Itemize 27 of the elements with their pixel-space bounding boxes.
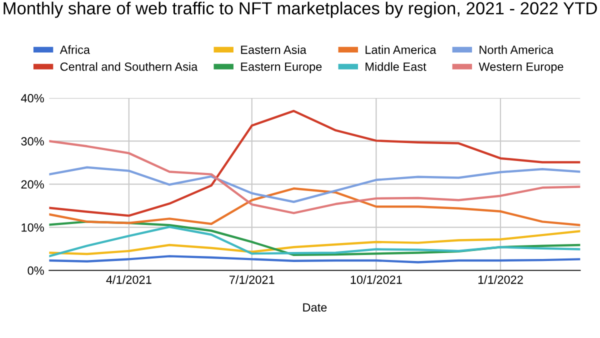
- y-tick-label: 40%: [20, 94, 44, 102]
- line-series: [49, 187, 580, 226]
- x-axis-title: Date: [303, 303, 327, 312]
- line-series: [49, 140, 580, 214]
- line-series: [49, 220, 580, 256]
- x-tick-label: 7/1/2021: [230, 275, 274, 284]
- y-tick-label: 30%: [21, 137, 44, 146]
- legend-label: Africa: [60, 45, 90, 54]
- line-series: [49, 110, 580, 217]
- legend-label: Eastern Europe: [241, 62, 322, 74]
- legend-label: Middle East: [366, 62, 426, 71]
- legend-label: Eastern Asia: [241, 45, 306, 54]
- x-tick-label: 4/1/2021: [106, 275, 152, 284]
- legend-label: North America: [480, 45, 554, 54]
- line-series: [49, 166, 580, 203]
- x-tick-label: 10/1/2021: [350, 275, 402, 284]
- line-series: [49, 230, 580, 256]
- line-series: [49, 226, 580, 258]
- x-tick-label: 1/1/2022: [478, 275, 523, 284]
- y-tick-label: 20%: [21, 180, 44, 189]
- line-series: [49, 255, 580, 264]
- y-tick-label: 0%: [28, 266, 44, 275]
- legend-label: Western Europe: [478, 62, 564, 74]
- legend-label: Central and Southern Asia: [60, 62, 198, 71]
- legend-label: Latin America: [366, 45, 436, 54]
- y-tick-label: 10%: [22, 223, 44, 232]
- chart-title: Monthly share of web traffic to NFT marketplaces by region, 2021 - 2022 YTD: [4, 2, 597, 18]
